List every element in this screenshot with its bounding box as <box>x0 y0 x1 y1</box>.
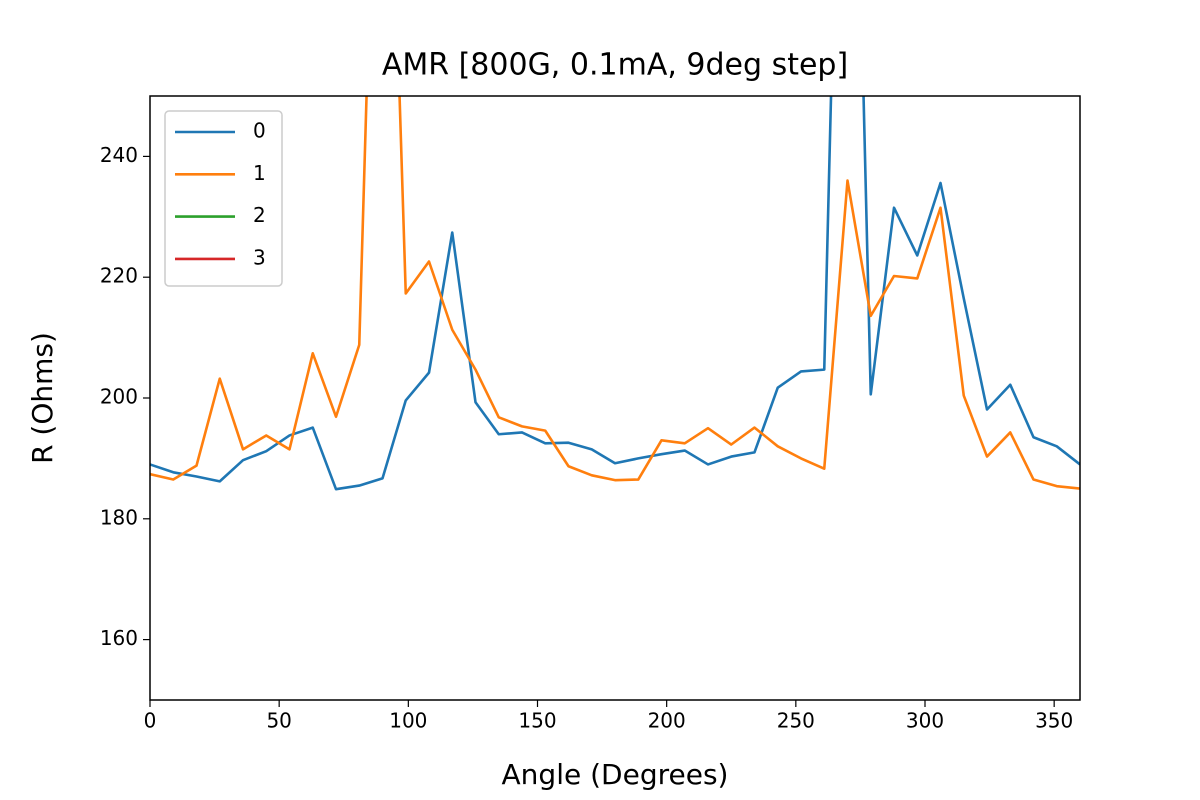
x-tick-label: 50 <box>266 709 291 733</box>
chart-title: AMR [800G, 0.1mA, 9deg step] <box>382 48 848 83</box>
y-axis-label: R (Ohms) <box>26 332 59 464</box>
x-tick-label: 250 <box>777 709 815 733</box>
line-series <box>150 96 1080 490</box>
y-tick-label: 220 <box>100 264 138 288</box>
y-tick-label: 160 <box>100 626 138 650</box>
line-series <box>150 96 1080 491</box>
legend-label: 2 <box>253 203 266 227</box>
x-axis-label: Angle (Degrees) <box>502 758 729 791</box>
legend-label: 1 <box>253 161 266 185</box>
x-tick-label: 0 <box>144 709 157 733</box>
x-tick-label: 100 <box>389 709 427 733</box>
legend-box <box>164 110 283 287</box>
x-tick-label: 350 <box>1035 709 1073 733</box>
legend-label: 3 <box>253 245 266 269</box>
x-tick-label: 150 <box>518 709 556 733</box>
plot-area <box>150 96 1080 491</box>
y-tick-label: 180 <box>100 505 138 529</box>
x-tick-label: 300 <box>906 709 944 733</box>
x-tick-label: 200 <box>648 709 686 733</box>
y-tick-label: 200 <box>100 385 138 409</box>
y-tick-label: 240 <box>100 143 138 167</box>
legend-label: 0 <box>253 119 266 143</box>
